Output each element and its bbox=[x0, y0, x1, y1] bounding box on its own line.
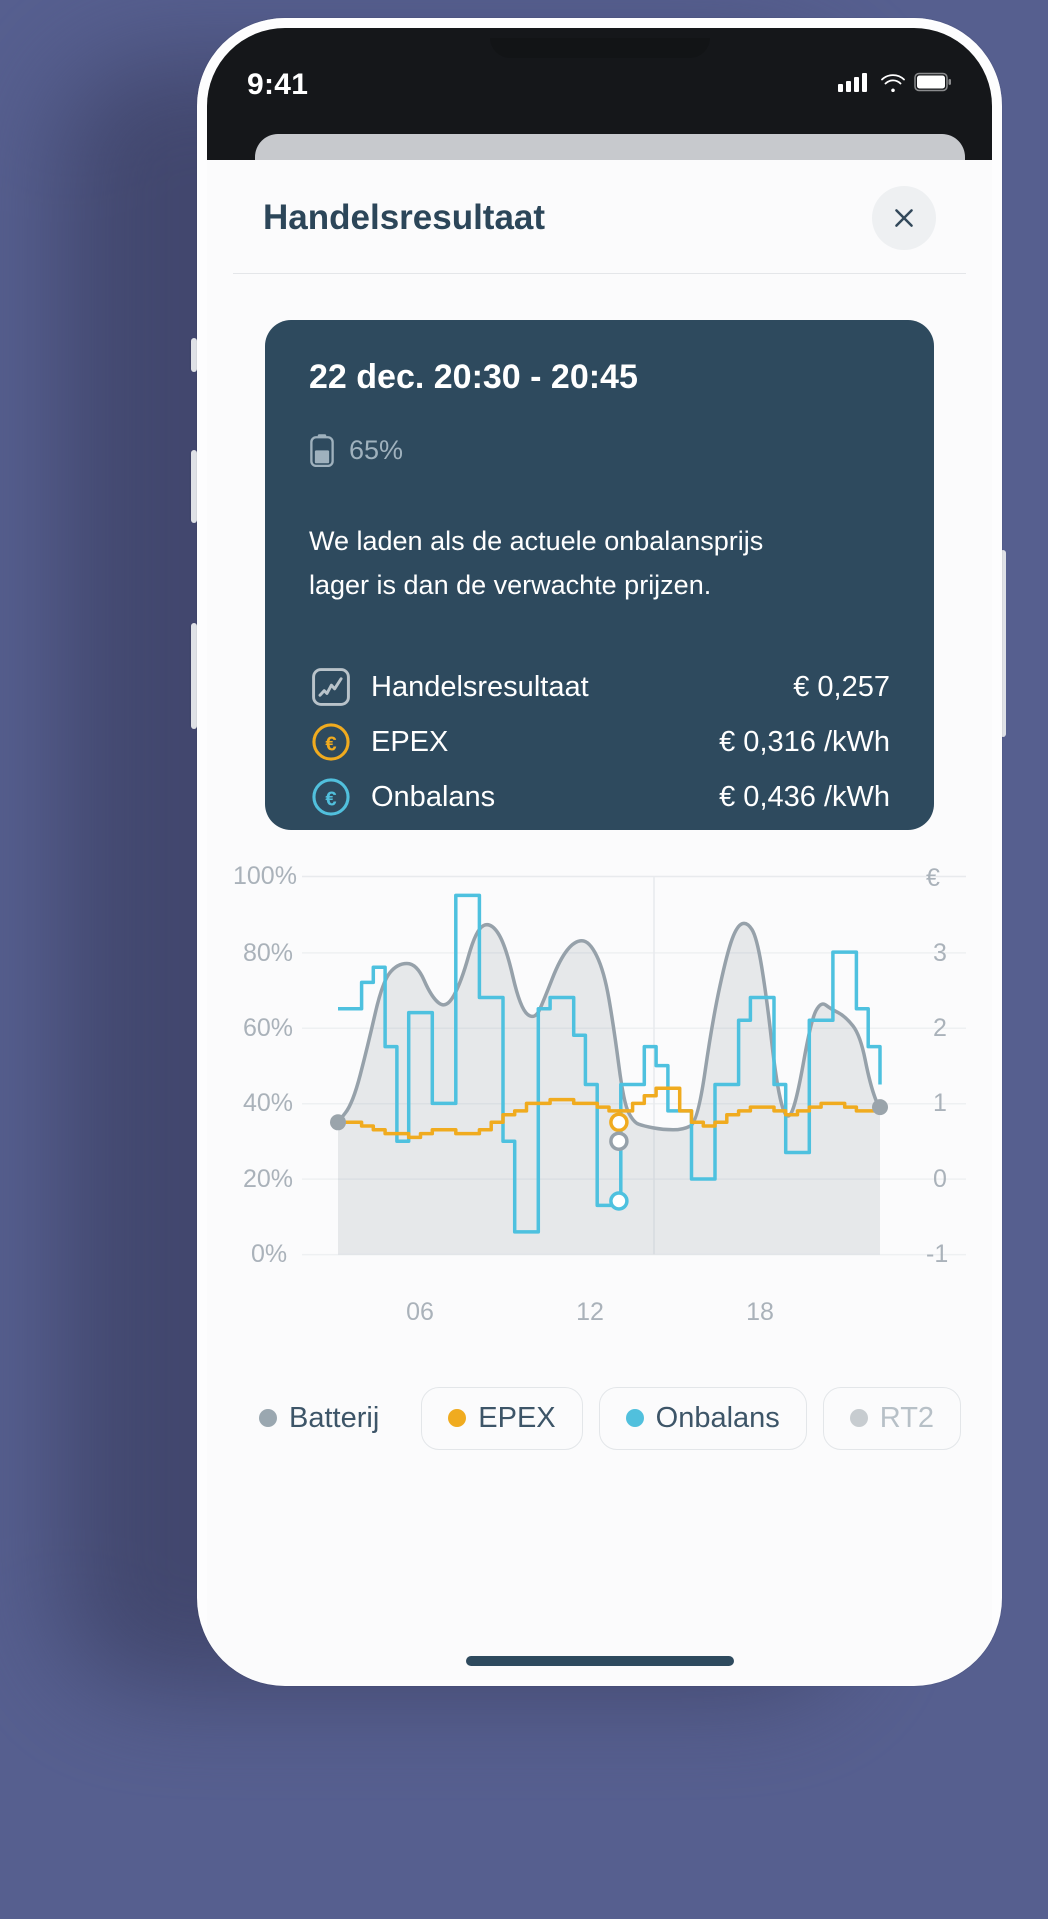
svg-text:40%: 40% bbox=[243, 1089, 293, 1117]
svg-text:60%: 60% bbox=[243, 1014, 293, 1042]
svg-text:€: € bbox=[325, 788, 336, 810]
svg-text:20%: 20% bbox=[243, 1165, 293, 1193]
svg-text:0: 0 bbox=[933, 1165, 947, 1193]
svg-text:-1: -1 bbox=[926, 1240, 948, 1268]
svg-text:100%: 100% bbox=[233, 862, 297, 890]
svg-text:18: 18 bbox=[746, 1298, 774, 1326]
svg-text:06: 06 bbox=[406, 1298, 434, 1326]
svg-text:12: 12 bbox=[576, 1298, 604, 1326]
svg-text:1: 1 bbox=[933, 1089, 947, 1117]
svg-text:€: € bbox=[926, 864, 940, 892]
svg-text:€: € bbox=[325, 733, 336, 755]
svg-text:3: 3 bbox=[933, 939, 947, 967]
svg-text:2: 2 bbox=[933, 1014, 947, 1042]
svg-text:80%: 80% bbox=[243, 939, 293, 967]
svg-text:0%: 0% bbox=[251, 1240, 287, 1268]
